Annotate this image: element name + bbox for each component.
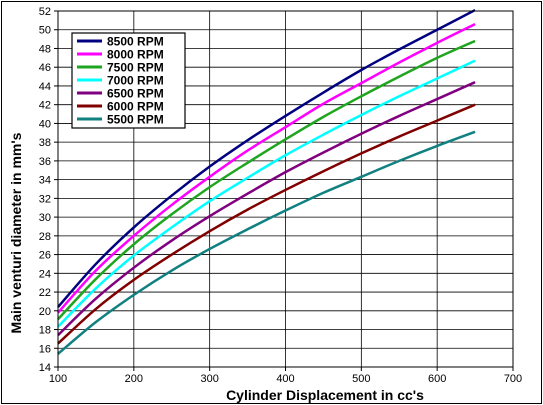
- series-line-7500-rpm: [57, 39, 476, 321]
- x-tick-label: 300: [200, 373, 218, 385]
- x-tick-label: 700: [504, 373, 522, 385]
- y-tick-label: 40: [39, 118, 51, 130]
- y-tick-label: 22: [39, 287, 51, 299]
- legend-label: 6500 RPM: [107, 87, 164, 101]
- x-tick-label: 600: [428, 373, 446, 385]
- y-tick-label: 52: [39, 6, 51, 18]
- y-tick-label: 48: [39, 43, 51, 55]
- y-tick-label: 20: [39, 306, 51, 318]
- x-tick-label: 200: [125, 373, 143, 385]
- series-line-7000-rpm: [57, 59, 476, 328]
- y-tick-label: 38: [39, 137, 51, 149]
- y-axis-title: Main venturi diameter in mm's: [8, 132, 24, 333]
- series-line-6500-rpm: [57, 81, 476, 337]
- y-tick-label: 14: [39, 362, 51, 374]
- y-tick-label: 16: [39, 343, 51, 355]
- plot-border: [57, 10, 514, 368]
- series-line-6000-rpm: [57, 103, 476, 345]
- y-tick-label: 34: [39, 175, 51, 187]
- y-tick-label: 42: [39, 100, 51, 112]
- y-tick-label: 18: [39, 325, 51, 337]
- legend-label: 8000 RPM: [107, 48, 164, 62]
- y-tick-label: 26: [39, 250, 51, 262]
- series-lines: [57, 8, 476, 355]
- y-tick-label: 36: [39, 156, 51, 168]
- legend-label: 7500 RPM: [107, 61, 164, 75]
- y-tick-label: 44: [39, 81, 51, 93]
- y-tick-label: 46: [39, 62, 51, 74]
- x-tick-label: 100: [49, 373, 67, 385]
- y-tick-label: 50: [39, 25, 51, 37]
- series-line-8500-rpm: [57, 8, 476, 308]
- legend-label: 7000 RPM: [107, 74, 164, 88]
- y-tick-label: 24: [39, 268, 51, 280]
- x-tick-label: 400: [276, 373, 294, 385]
- x-tick-label: 500: [352, 373, 370, 385]
- series-line-5500-rpm: [57, 130, 476, 355]
- series-line-8000-rpm: [57, 22, 476, 314]
- legend-label: 5500 RPM: [107, 113, 164, 127]
- legend-label: 8500 RPM: [107, 35, 164, 49]
- x-axis-title: Cylinder Displacement in cc's: [226, 387, 424, 403]
- y-tick-label: 32: [39, 193, 51, 205]
- legend-label: 6000 RPM: [107, 100, 164, 114]
- axes: 100 200 300 400 500 600 700 14 16 18 20 22 24 26 28 30 3…: [39, 6, 522, 385]
- y-tick-label: 28: [39, 231, 51, 243]
- y-tick-label: 30: [39, 212, 51, 224]
